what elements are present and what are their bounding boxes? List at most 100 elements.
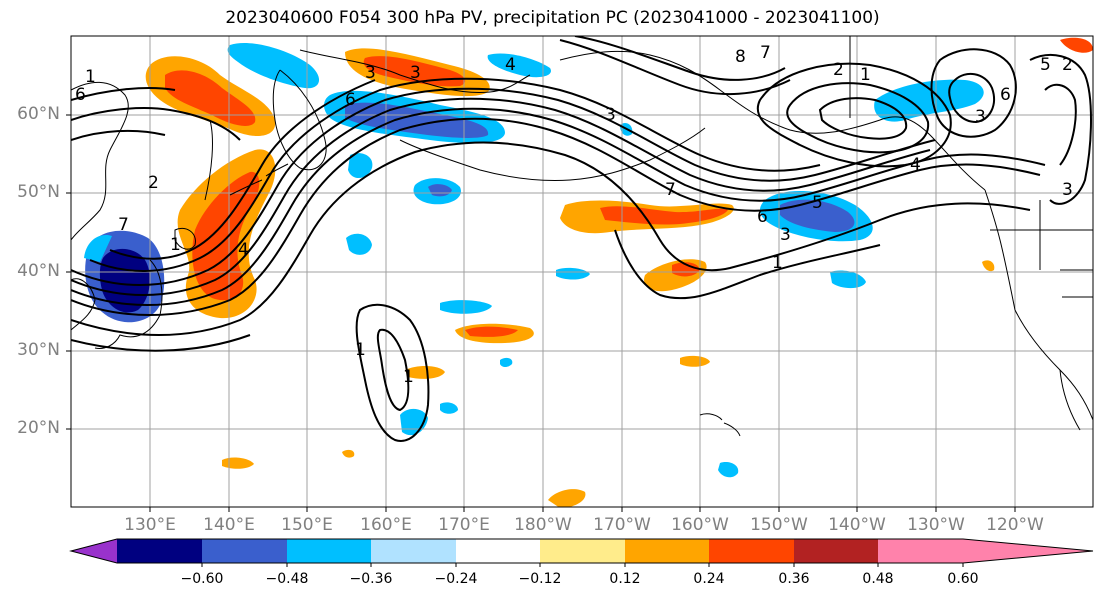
contour-label: 2	[833, 60, 844, 80]
precip-anomaly-spot	[348, 153, 373, 179]
precip-anomaly-spot-positive	[405, 366, 445, 379]
lon-label-140e: 140°E	[203, 515, 255, 535]
colorbar-segment	[540, 539, 625, 563]
pv-contour	[89, 77, 821, 272]
lon-label-170e: 170°E	[438, 515, 490, 535]
contour-label: 8	[735, 47, 746, 67]
contour-label: 3	[410, 63, 421, 83]
contour-label: 7	[118, 215, 129, 235]
pv-contours	[71, 36, 1092, 442]
colorbar-segment	[117, 539, 202, 563]
pv-contour	[71, 117, 1041, 316]
colorbar-segment	[287, 539, 371, 563]
contour-label: 3	[365, 63, 376, 83]
colorbar-tick-label: 0.36	[778, 571, 810, 587]
map-layers: 6 1 2 7 1 4 1 1 6 3 3 3 8 7 2 1 7 6 3 5 …	[71, 36, 1093, 507]
pv-contour-alaska-high	[756, 62, 952, 168]
precip-shading	[84, 37, 1093, 507]
lon-label-130e: 130°E	[124, 515, 176, 535]
map-title: 2023040600 F054 300 hPa PV, precipitatio…	[225, 8, 880, 28]
colorbar-segment	[202, 539, 287, 563]
contour-label: 3	[975, 107, 986, 127]
precip-anomaly-subtropical-positive-strong	[465, 326, 518, 337]
pv-contour-alaska-high	[818, 97, 908, 140]
contour-label: 6	[75, 85, 86, 105]
contour-label: 4	[505, 55, 516, 75]
colorbar-segment	[794, 539, 878, 563]
pv-contour	[71, 97, 931, 296]
colorbar-extend-low	[71, 539, 117, 563]
lat-label-60n: 60°N	[17, 104, 60, 124]
lon-label-140w: 140°W	[828, 515, 886, 535]
pv-contour	[614, 229, 881, 300]
pv-contour-okhotsk	[71, 129, 166, 141]
precip-anomaly-spot-positive	[548, 489, 586, 507]
pv-contour	[71, 87, 936, 286]
precip-anomaly-okhotsk-positive-strong	[165, 70, 256, 126]
precip-anomaly-spot	[346, 233, 372, 255]
contour-label: 3	[780, 225, 791, 245]
lon-label-180w: 180°W	[514, 515, 572, 535]
colorbar	[69, 538, 1094, 567]
precip-anomaly-strait-negative	[487, 53, 551, 78]
lon-label-160e: 160°E	[360, 515, 412, 535]
precip-anomaly-kuril-positive-strong	[192, 171, 260, 301]
coastline-kamchatka	[272, 69, 327, 171]
coastlines	[71, 36, 1093, 437]
lat-label-50n: 50°N	[17, 182, 60, 202]
pv-contour-gulf-low	[930, 48, 1017, 138]
precip-anomaly-spot	[718, 462, 739, 478]
colorbar-tick-label: −0.24	[434, 571, 478, 587]
pv-contour-gulf-low	[948, 72, 995, 124]
coastline-us-west	[1014, 309, 1093, 421]
colorbar-tick-label: 0.12	[609, 571, 641, 587]
boundary-us-canada	[990, 200, 1093, 298]
precip-anomaly-spot	[500, 357, 513, 367]
pv-contour-isolated	[355, 303, 430, 442]
lat-label-40n: 40°N	[17, 261, 60, 281]
colorbar-tick-label: 0.24	[693, 571, 725, 587]
coastline-chukotka	[299, 49, 531, 94]
coastline-sakhalin	[204, 119, 213, 201]
contour-label: 3	[1062, 180, 1073, 200]
precip-anomaly-japan-negative-strong	[99, 248, 150, 313]
colorbar-segment	[878, 539, 963, 563]
coastline-kurils	[229, 163, 289, 196]
pv-contour-okhotsk	[71, 107, 241, 141]
precip-anomaly-spot	[556, 267, 590, 280]
contour-label: 1	[355, 340, 366, 360]
lon-label-150e: 150°E	[281, 515, 333, 535]
precip-anomaly-spot	[440, 300, 492, 314]
contour-label: 5	[812, 193, 823, 213]
precip-anomaly-japan-edge	[84, 234, 112, 262]
pv-contour-east	[1044, 83, 1077, 166]
lon-label-160w: 160°W	[671, 515, 729, 535]
precip-anomaly-spot-positive	[1060, 37, 1093, 53]
pv-contour-north	[559, 39, 791, 95]
lon-label-130w: 130°W	[907, 515, 965, 535]
pv-contour-okhotsk	[71, 87, 176, 101]
colorbar-tick-label: 0.60	[947, 571, 979, 587]
pv-contour-isolated-inner	[376, 328, 410, 412]
contour-label: 7	[665, 180, 676, 200]
pv-contour-east	[1029, 54, 1092, 205]
coastline-hawaii	[699, 413, 741, 437]
colorbar-tick-label: −0.12	[518, 571, 562, 587]
precip-anomaly-gulf-negative-strong	[780, 199, 855, 232]
contour-label: 1	[85, 67, 96, 87]
precip-anomaly-spot-positive	[982, 260, 995, 272]
precip-anomaly-spot-positive	[680, 355, 710, 367]
precip-anomaly-spot	[440, 402, 458, 414]
contour-label: 1	[772, 253, 783, 273]
contour-label: 4	[910, 155, 921, 175]
coastline-alaska	[559, 50, 986, 191]
coastline-aleutians	[399, 127, 706, 181]
lon-label-120w: 120°W	[986, 515, 1044, 535]
colorbar-tick-label: −0.60	[180, 571, 224, 587]
lon-label-170w: 170°W	[593, 515, 651, 535]
precip-anomaly-anadyr-negative	[227, 42, 320, 89]
colorbar-segment	[371, 539, 456, 563]
contour-labels: 6 1 2 7 1 4 1 1 6 3 3 3 8 7 2 1 7 6 3 5 …	[75, 43, 1073, 387]
contour-label: 1	[860, 65, 871, 85]
contour-label: 3	[605, 105, 616, 125]
